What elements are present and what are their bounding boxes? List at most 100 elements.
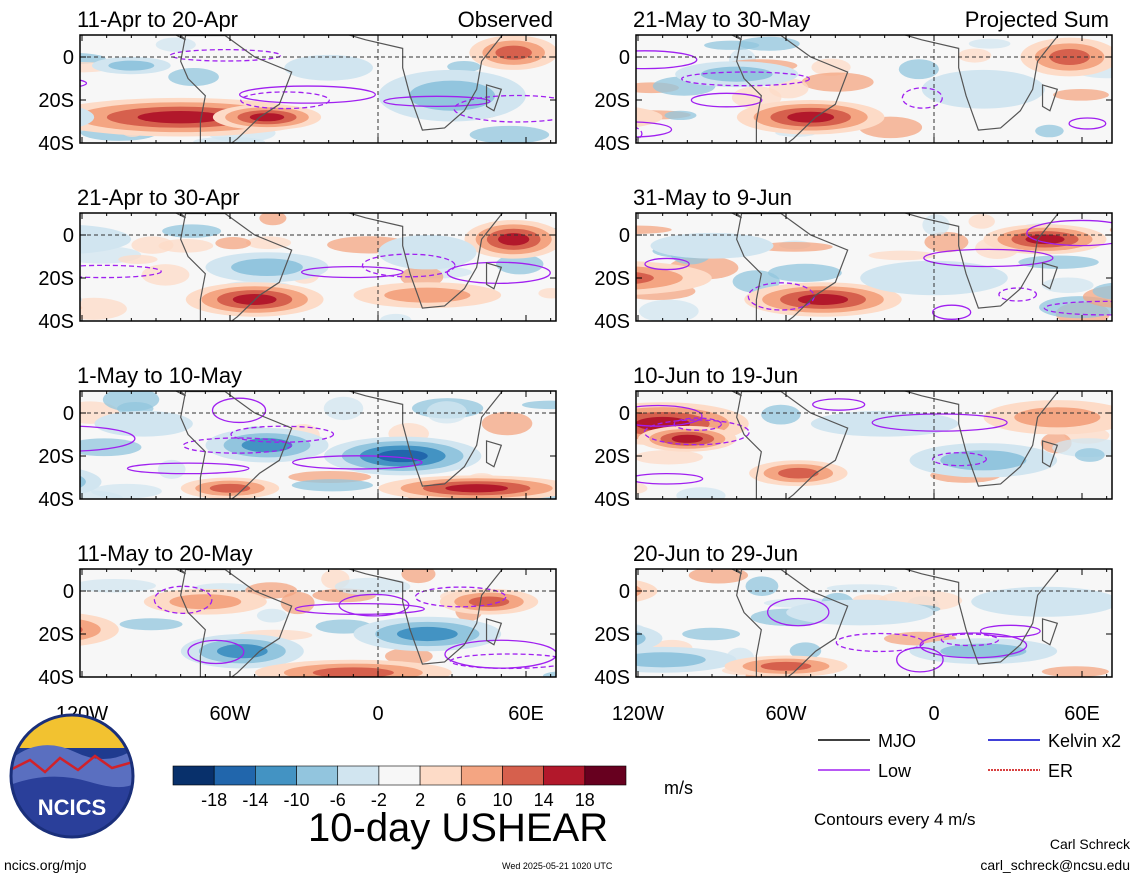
panel-title: 21-Apr to 30-Apr [77, 185, 240, 210]
coastline [736, 569, 849, 677]
x-tick-label: 0 [928, 703, 939, 725]
footer-email[interactable]: carl_schreck@ncsu.edu [980, 857, 1130, 873]
shading-cell [636, 482, 648, 495]
shading-blob [671, 434, 703, 443]
low-contour [636, 126, 643, 141]
panel-title: 11-May to 20-May [77, 541, 253, 566]
shading-cell [543, 671, 556, 677]
footer-url[interactable]: ncics.org/mjo [4, 857, 87, 873]
shading-blob [217, 644, 268, 659]
shading-blob [408, 80, 496, 111]
low-contour [673, 417, 723, 431]
x-tick-label: 60E [1064, 703, 1100, 725]
low-contour [453, 94, 556, 123]
panel-title: 20-Jun to 29-Jun [633, 541, 798, 566]
low-contour [126, 462, 250, 475]
shading-cell [80, 438, 142, 457]
coastline [485, 84, 503, 112]
panel-title: 10-Jun to 19-Jun [633, 363, 798, 388]
shading-blob [468, 596, 510, 608]
shading-cell [636, 225, 672, 234]
shading-cell [1053, 88, 1109, 101]
shading-cell [6, 632, 42, 650]
coastline [1041, 84, 1059, 112]
heatmap-panel: 0 20S 40S 1-May to 10-May [0, 363, 557, 511]
colorbar-tick-label: -18 [201, 790, 227, 810]
colorbar-swatch [337, 765, 380, 786]
shading-cell [91, 483, 162, 499]
colorbar-swatch [378, 765, 421, 786]
shading-cell [426, 401, 468, 424]
shading-cell [922, 214, 950, 236]
shading-cell [0, 467, 41, 488]
shading-cell [868, 250, 936, 261]
colorbar-tick-label: -14 [242, 790, 268, 810]
y-tick-label: 20S [38, 446, 74, 468]
shading-blob [445, 484, 508, 493]
panel-kind-label: Projected Sum [965, 7, 1109, 32]
footer-author: Carl Schreck [1049, 836, 1130, 852]
low-contour [383, 95, 491, 108]
low-contour [153, 585, 213, 614]
shading-blob [567, 586, 611, 596]
low-contour [636, 472, 704, 485]
contour-note: Contours every 4 m/s [814, 810, 976, 829]
colorbar-tick-label: -10 [284, 790, 310, 810]
y-tick-label: 40S [38, 133, 74, 155]
shading-cell [155, 37, 196, 52]
heatmap-panel: 0 20S 40S 11-May to 20-May [6, 541, 557, 689]
coastline [736, 391, 849, 499]
heatmap-panel: 0 20S 40S 11-Apr to 20-Apr Observed [38, 7, 557, 155]
shading-cell [1041, 277, 1094, 294]
panel-frame [79, 212, 557, 322]
shading-blob [137, 111, 224, 124]
heatmap-panel: 0 20S 40S 31-May to 9-Jun [594, 185, 1113, 333]
shading-cell [789, 642, 822, 660]
shading-blob [1049, 49, 1090, 65]
shading-blob [284, 54, 373, 81]
shading-blob [80, 107, 95, 127]
shading-cell [1018, 255, 1099, 269]
shading-cell [119, 618, 183, 631]
shading-blob [760, 661, 812, 671]
low-contour [871, 413, 1008, 432]
y-tick-label: 20S [594, 624, 630, 646]
shading-blob [241, 438, 293, 453]
shading-blob [249, 113, 285, 122]
low-contour [901, 87, 943, 109]
legend-label: Low [878, 761, 912, 781]
shading-cell [162, 224, 222, 238]
y-tick-label: 0 [619, 581, 630, 603]
coastline [180, 35, 293, 143]
low-contour [812, 398, 866, 411]
low-contour [80, 425, 136, 452]
shading-blob [797, 294, 849, 305]
shading-blob [0, 422, 18, 448]
coastline [346, 569, 504, 665]
shading-cell [958, 48, 992, 63]
colorbar-swatch [543, 765, 586, 786]
coastline [902, 569, 1060, 665]
shading-cell [704, 40, 760, 50]
shading-blob [108, 60, 155, 71]
coastline [346, 213, 504, 309]
low-contour [80, 264, 162, 279]
shading-cell [118, 254, 158, 265]
panel-frame [635, 34, 1113, 144]
colorbar-tick-label: 14 [534, 790, 554, 810]
shading-cell [564, 636, 594, 646]
coastline [902, 391, 1060, 487]
low-contour [0, 242, 24, 263]
low-contour [294, 602, 425, 615]
coastline [346, 35, 504, 131]
y-tick-label: 0 [63, 47, 74, 69]
x-tick-label: 0 [372, 703, 383, 725]
shading-blob [921, 69, 1045, 109]
low-contour [681, 71, 811, 87]
panel-frame [635, 390, 1113, 500]
shading-blob [636, 272, 654, 284]
panel-title: 1-May to 10-May [77, 363, 242, 388]
shading-cell [745, 576, 779, 596]
y-tick-label: 0 [63, 403, 74, 425]
shading-cell [245, 582, 298, 599]
